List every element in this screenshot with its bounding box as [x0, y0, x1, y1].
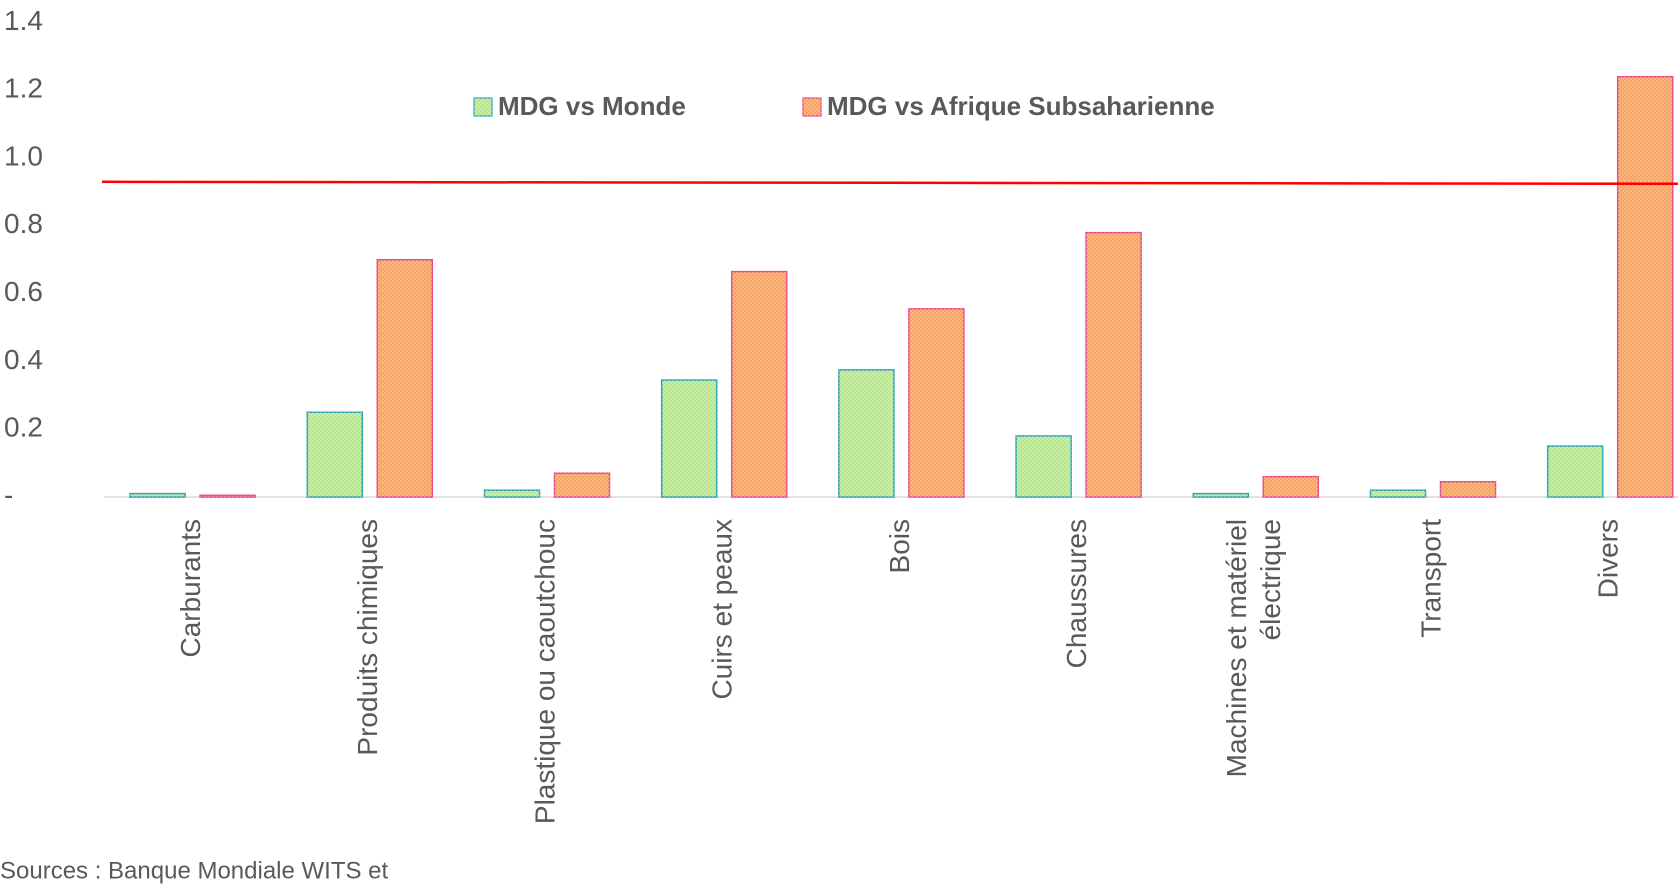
bar-texture — [130, 493, 186, 497]
bar-texture — [1016, 435, 1072, 497]
bar-group — [730, 270, 788, 498]
x-tick-label: Machines et matériel électrique — [1221, 519, 1286, 777]
bar-texture — [1086, 232, 1142, 497]
x-tick-label: Divers — [1593, 519, 1624, 598]
x-tick-label: Plastique ou caoutchouc — [529, 519, 560, 824]
y-tick-label: - — [4, 479, 13, 510]
x-tick-label: Cuirs et peaux — [707, 519, 738, 700]
bar-group — [483, 489, 541, 498]
bar-texture — [1193, 493, 1249, 497]
bar-texture — [838, 369, 894, 497]
reference-line — [101, 180, 1678, 186]
bar-group — [306, 411, 364, 498]
bar-group — [838, 369, 895, 498]
bar-texture — [908, 308, 964, 497]
bar-group — [129, 492, 186, 498]
bar-group — [1192, 492, 1250, 498]
bar-group — [1015, 435, 1072, 498]
legend-swatch-texture — [474, 98, 492, 116]
bar-texture — [1263, 476, 1319, 497]
legend-label: MDG vs Monde — [498, 91, 686, 121]
bar-texture — [484, 490, 540, 497]
bar-texture — [554, 473, 610, 497]
x-tick-label: Carburants — [175, 519, 206, 658]
bar-texture — [307, 412, 363, 497]
x-tick-label: Transport — [1415, 519, 1446, 638]
bar-group — [1085, 231, 1142, 498]
bar-group — [1616, 75, 1674, 498]
y-tick-label: 1.2 — [4, 73, 43, 104]
bar-group — [1546, 445, 1604, 498]
bar-group — [376, 259, 434, 498]
bar-texture — [1547, 446, 1603, 497]
x-tick-label: Chaussures — [1061, 519, 1092, 668]
y-tick-label: 1.4 — [4, 5, 43, 36]
legend-swatch-texture — [803, 98, 821, 116]
y-tick-label: 0.8 — [4, 208, 43, 239]
bar-group — [199, 494, 256, 498]
bar-group — [1262, 475, 1320, 498]
bar-texture — [731, 271, 787, 497]
y-tick-label: 0.6 — [4, 276, 43, 307]
bar-texture — [377, 259, 433, 497]
bar-group — [553, 472, 611, 498]
bar-group — [1439, 480, 1497, 498]
legend-label: MDG vs Afrique Subsaharienne — [827, 91, 1215, 121]
bar-group — [660, 379, 718, 498]
source-note: Sources : Banque Mondiale WITS et — [0, 857, 389, 884]
bar-texture — [1440, 481, 1496, 497]
y-tick-label: 0.4 — [4, 344, 43, 375]
bar-texture — [1370, 490, 1426, 497]
bar-group — [908, 308, 965, 498]
bar-group — [1369, 489, 1427, 498]
bar-texture — [1617, 76, 1673, 497]
bar-texture — [661, 380, 717, 497]
x-tick-label: Produits chimiques — [352, 519, 383, 756]
bar-texture — [200, 495, 256, 497]
y-tick-label: 1.0 — [4, 140, 43, 171]
y-tick-label: 0.2 — [4, 412, 43, 443]
x-tick-label: Bois — [884, 519, 915, 573]
